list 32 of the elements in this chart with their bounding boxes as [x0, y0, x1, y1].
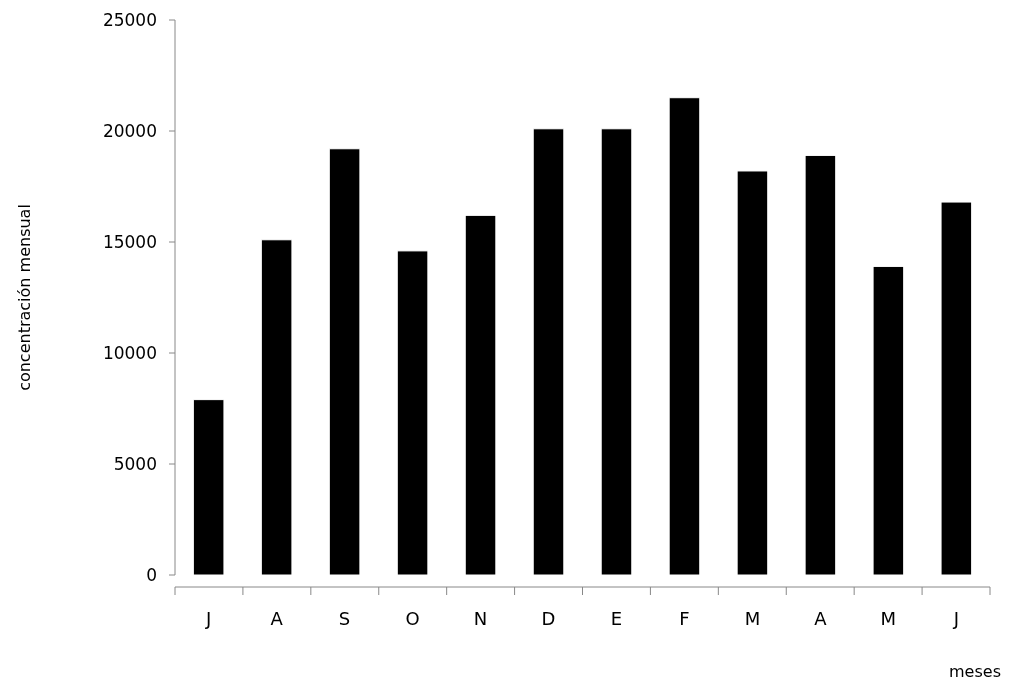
bar: [600, 128, 633, 576]
bar: [192, 399, 225, 576]
x-tick-label: J: [204, 608, 212, 629]
x-tick-label: M: [880, 608, 897, 629]
x-tick-label: A: [270, 608, 284, 629]
y-tick-label: 5000: [113, 453, 157, 474]
y-axis-title: concentración mensual: [15, 204, 34, 391]
x-tick-label: O: [405, 608, 420, 629]
x-axis-title: meses: [949, 662, 1001, 681]
x-tick-label: J: [952, 608, 960, 629]
bar: [736, 170, 769, 576]
y-tick-label: 15000: [102, 231, 157, 252]
bar: [260, 239, 293, 576]
bar: [872, 265, 905, 576]
bar: [940, 201, 973, 576]
bar: [532, 128, 565, 576]
x-tick-label: A: [814, 608, 828, 629]
x-tick-label: S: [338, 608, 351, 629]
x-tick-label: E: [610, 608, 623, 629]
y-tick-label: 10000: [102, 342, 157, 363]
y-tick-label: 0: [146, 564, 157, 585]
x-tick-label: F: [679, 608, 690, 629]
y-tick-label: 25000: [102, 9, 157, 30]
x-tick-label: M: [744, 608, 761, 629]
bar: [464, 214, 497, 576]
x-tick-label: D: [541, 608, 556, 629]
x-tick-label: N: [473, 608, 488, 629]
bar: [396, 250, 429, 576]
bar: [804, 154, 837, 576]
bar: [328, 148, 361, 576]
y-tick-label: 20000: [102, 120, 157, 141]
bar: [668, 97, 701, 576]
